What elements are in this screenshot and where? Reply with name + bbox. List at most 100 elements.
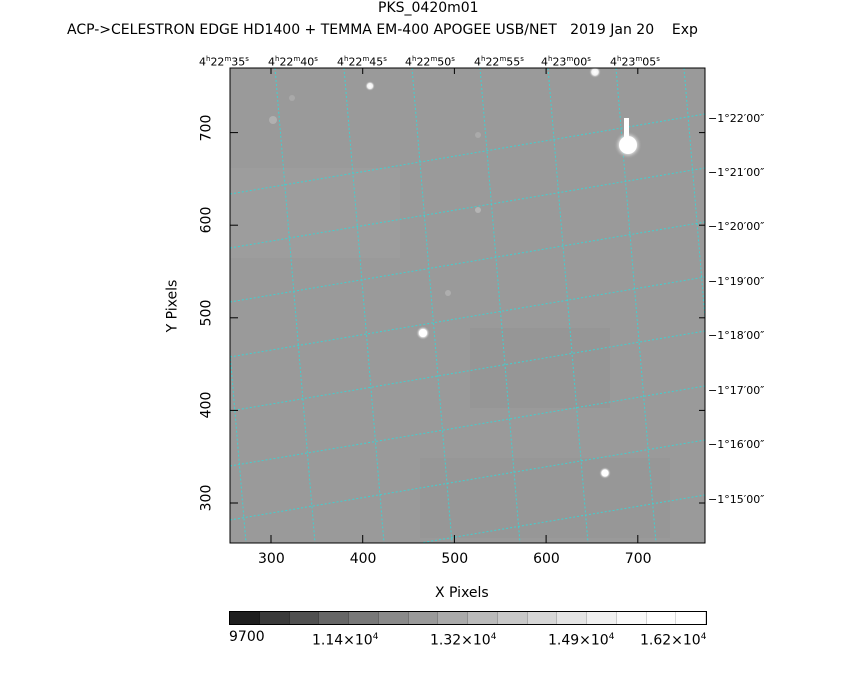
x-tick-label: 500 [441,551,469,567]
ra-unit: s [656,55,660,63]
ra-unit: s [314,55,318,63]
sky-image [230,68,705,543]
ra-unit: m [362,55,370,63]
ra-unit: m [499,55,507,63]
ra-unit: m [430,55,438,63]
dec-tick-label: −1°18′00″ [708,329,765,342]
colorbar-swatch [259,612,290,624]
dec-tick-label: −1°21′00″ [708,166,765,179]
background-patch [420,458,670,538]
background-patch [470,328,610,408]
bright-star-core [619,136,637,154]
dec-tick-label: −1°17′00″ [708,384,765,397]
ra-unit: h [344,55,349,63]
y-tick-label: 500 [198,299,215,327]
colorbar-label-mantissa: 1.49×10 [548,632,609,649]
y-tick-label: 700 [198,114,215,141]
ra-m: 22 [279,55,294,69]
image-title: PKS_0420m01 [378,0,479,16]
x-tick-label: 700 [624,551,652,567]
colorbar-label: 1.32×104 [430,629,496,649]
ra-unit: s [383,55,387,63]
background-patch [230,168,400,258]
ra-unit: h [481,55,486,63]
colorbar-swatch [527,612,558,624]
ra-s: 45 [369,55,384,69]
faint-star [475,132,481,138]
star-core [419,329,427,337]
dec-tick-label: −1°19′00″ [708,275,765,288]
ra-tick-label: 4h22m40s [268,53,318,69]
ra-unit: s [245,55,249,63]
ra-h: 4 [199,55,206,69]
faint-star [365,81,375,91]
dec-tick-label: −1°20′00″ [708,220,765,233]
faint-star [475,207,481,213]
ra-unit: h [617,55,622,63]
ra-s: 50 [437,55,452,69]
x-tick-label: 600 [533,551,560,567]
faint-star [445,290,451,296]
ra-s: 35 [231,55,246,69]
ra-unit: s [520,55,524,63]
x-tick-label: 400 [349,551,377,567]
ra-s: 40 [300,55,315,69]
dec-tick-label: −1°16′00″ [708,438,765,451]
colorbar-swatch [557,612,587,624]
ra-unit: m [224,55,232,63]
star-core [601,469,609,477]
ra-tick-label: 4h22m50s [405,53,455,69]
colorbar-label: 1.49×104 [548,629,614,649]
ra-unit: m [635,55,643,63]
ra-h: 4 [268,55,275,69]
x-tick-label: 300 [258,551,285,567]
ra-m: 23 [552,55,567,69]
colorbar-label-mantissa: 1.62×10 [640,632,701,649]
colorbar-label: 1.62×104 [640,629,706,649]
ra-m: 22 [210,55,225,69]
ra-unit: h [206,55,211,63]
ra-tick-label: 4h23m05s [610,53,660,69]
ra-s: 00 [573,55,588,69]
sky-image-svg [230,68,705,543]
colorbar-swatch [378,612,409,624]
colorbar-swatch [497,612,528,624]
colorbar-swatch [438,612,468,624]
y-tick-label: 300 [198,484,215,512]
ra-tick-label: 4h23m00s [541,53,591,69]
colorbar-swatch [408,612,439,624]
colorbar-label-mantissa: 9700 [229,629,265,645]
dec-tick-label: −1°22′00″ [708,112,765,125]
ra-tick-label: 4h22m55s [474,53,524,69]
faint-star [269,116,277,124]
colorbar-swatch [676,612,706,624]
colorbar-swatch [646,612,677,624]
colorbar-swatch [349,612,379,624]
ra-unit: s [587,55,591,63]
colorbar-label: 9700 [229,629,265,645]
ra-m: 22 [416,55,431,69]
colorbar-label: 1.14×104 [312,629,378,649]
colorbar-label-exponent: 4 [700,632,707,642]
ra-tick-label: 4h22m35s [199,53,249,69]
ra-unit: s [451,55,455,63]
x-axis-label: X Pixels [435,585,489,601]
ra-unit: h [412,55,417,63]
colorbar-swatch [289,612,320,624]
ra-h: 4 [610,55,617,69]
ra-h: 4 [405,55,412,69]
y-axis-label: Y Pixels [164,279,181,333]
colorbar-swatch [468,612,498,624]
bleed-trail [624,118,629,138]
ra-s: 05 [642,55,657,69]
colorbar [229,611,707,625]
ra-unit: h [275,55,280,63]
colorbar-swatch [587,612,617,624]
ra-unit: h [548,55,553,63]
ra-m: 23 [621,55,636,69]
colorbar-label-mantissa: 1.14×10 [312,632,373,649]
ra-h: 4 [541,55,548,69]
colorbar-label-exponent: 4 [490,632,497,642]
colorbar-swatch [230,612,260,624]
ra-s: 55 [506,55,521,69]
